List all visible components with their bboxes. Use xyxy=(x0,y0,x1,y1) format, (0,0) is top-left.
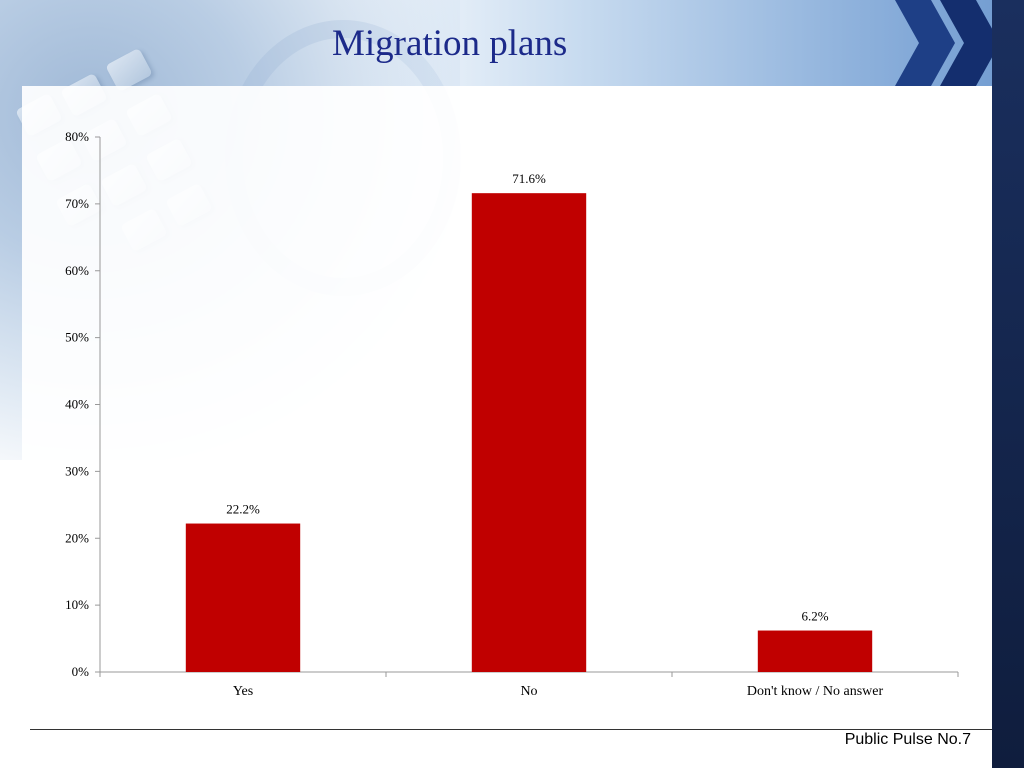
bar-data-label: 71.6% xyxy=(512,171,546,186)
y-tick-label: 50% xyxy=(65,330,89,345)
x-category-label: Yes xyxy=(233,684,253,699)
bar xyxy=(471,193,587,673)
y-tick-label: 10% xyxy=(65,597,89,612)
x-category-label: Don't know / No answer xyxy=(747,684,884,699)
y-tick-label: 40% xyxy=(65,397,89,412)
y-tick-label: 20% xyxy=(65,530,89,545)
x-category-label: No xyxy=(520,684,537,699)
bar xyxy=(185,523,301,672)
footer-label: Public Pulse No.7 xyxy=(844,731,971,748)
bar-data-label: 6.2% xyxy=(801,609,828,624)
y-tick-label: 60% xyxy=(65,263,89,278)
y-tick-label: 70% xyxy=(65,196,89,211)
footer-divider xyxy=(30,729,992,730)
y-tick-label: 0% xyxy=(72,664,90,679)
slide-title: Migration plans xyxy=(332,23,568,64)
bar xyxy=(757,630,873,672)
bar-data-label: 22.2% xyxy=(226,502,260,517)
right-side-bar xyxy=(992,0,1024,768)
y-tick-label: 30% xyxy=(65,463,89,478)
y-tick-label: 80% xyxy=(65,129,89,144)
